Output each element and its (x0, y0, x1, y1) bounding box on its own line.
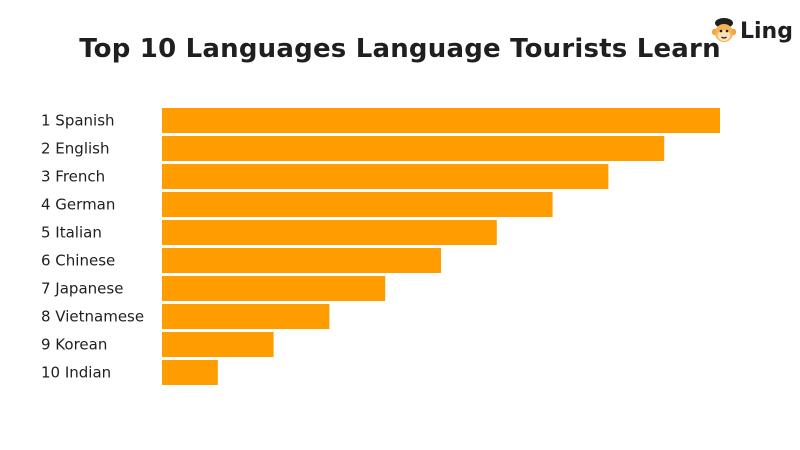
bar-2 (162, 136, 665, 161)
category-label-9: 9 Korean (41, 336, 107, 354)
bar-8 (162, 304, 330, 329)
bar-5 (162, 220, 497, 245)
category-label-5: 5 Italian (41, 224, 102, 242)
bar-9 (162, 332, 274, 357)
category-label-8: 8 Vietnamese (41, 308, 144, 326)
category-label-2: 2 English (41, 140, 109, 158)
category-label-7: 7 Japanese (41, 280, 123, 298)
monkey-face-icon (711, 18, 737, 42)
category-label-6: 6 Chinese (41, 252, 115, 270)
brand-logo: Ling (711, 16, 793, 46)
chart-title: Top 10 Languages Language Tourists Learn (79, 34, 721, 64)
category-label-1: 1 Spanish (41, 112, 115, 130)
category-label-3: 3 French (41, 168, 105, 186)
bar-7 (162, 276, 386, 301)
bar-4 (162, 192, 553, 217)
category-label-10: 10 Indian (41, 364, 111, 382)
bar-10 (162, 360, 218, 385)
brand-name: Ling (740, 18, 793, 44)
bar-1 (162, 108, 720, 133)
bar-3 (162, 164, 609, 189)
category-label-4: 4 German (41, 196, 115, 214)
bar-6 (162, 248, 441, 273)
